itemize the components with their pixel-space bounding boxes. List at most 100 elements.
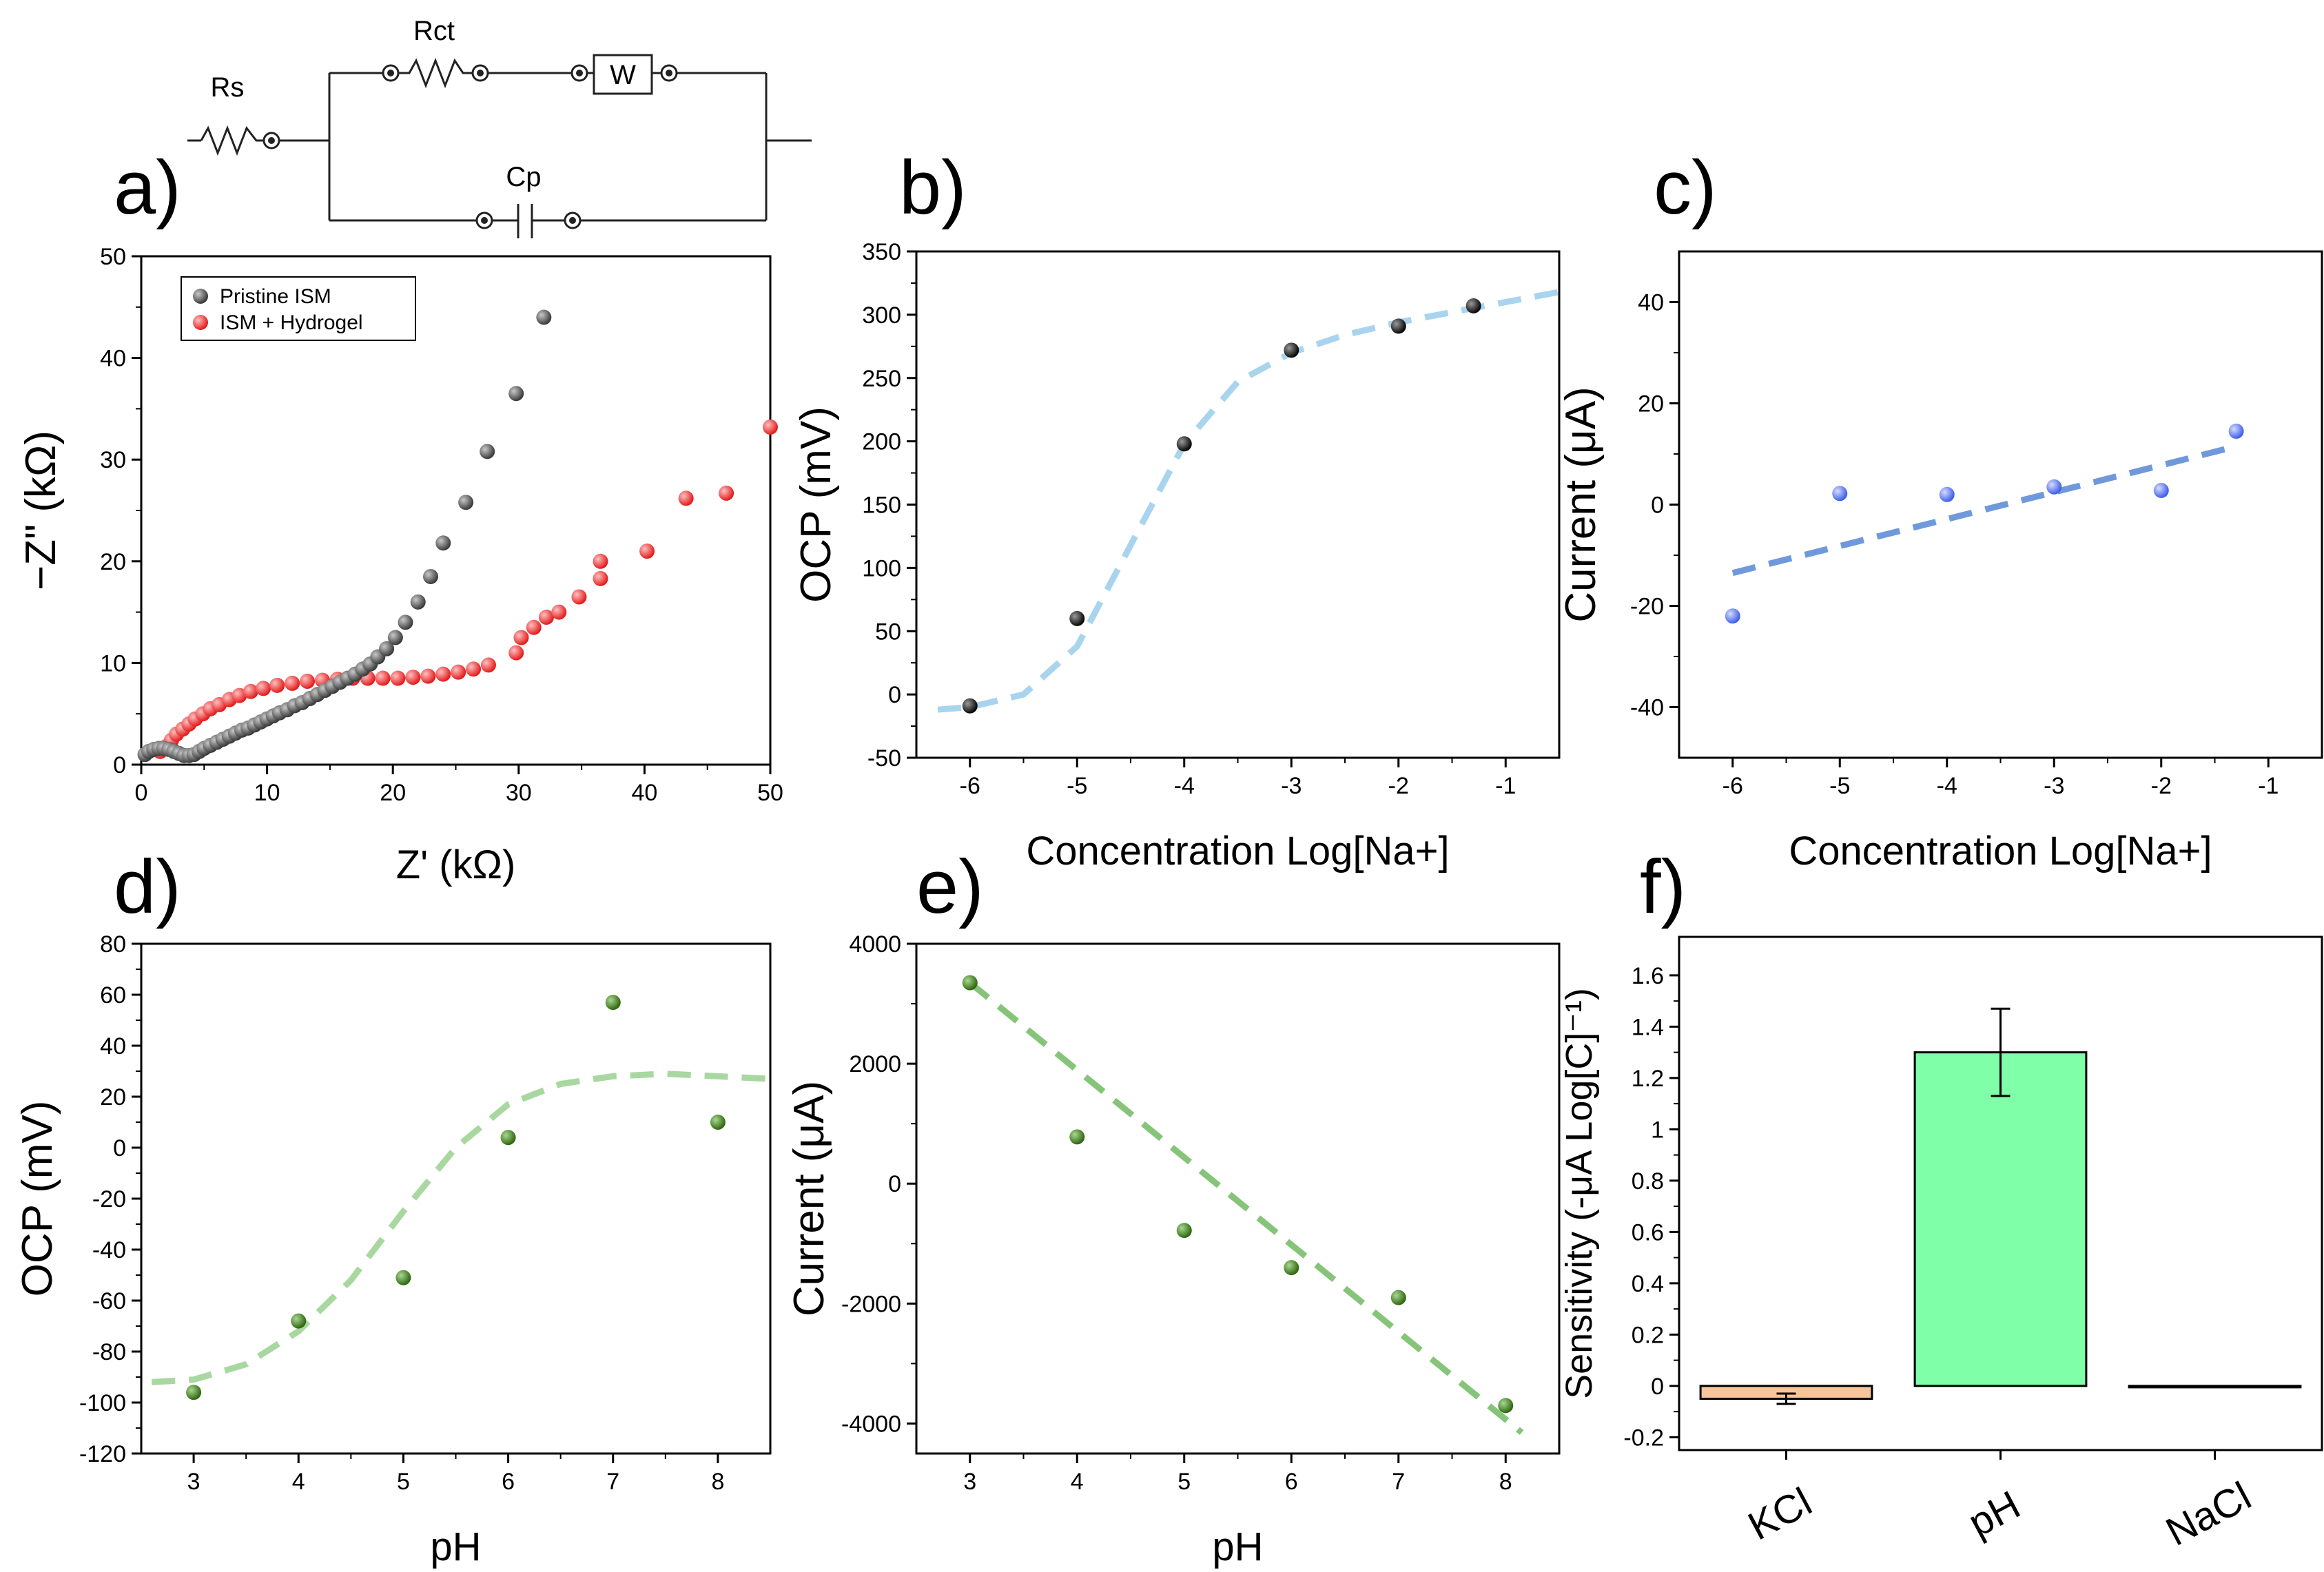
data-point-d (500, 1130, 516, 1146)
y-tick-label-e: 0 (888, 1171, 901, 1197)
terminal-rct-left-dot (387, 70, 394, 76)
data-point-a-hydrogel (269, 677, 285, 693)
y-axis-label-e: Current (μA) (785, 1081, 833, 1316)
y-tick-label-d: -20 (92, 1186, 126, 1212)
terminal-w-right-dot (666, 70, 672, 76)
y-axis-label-d: OCP (mV) (14, 1101, 61, 1297)
data-point-a-hydrogel (420, 668, 436, 684)
data-point-a-hydrogel (551, 604, 567, 620)
data-point-c (1939, 486, 1955, 502)
x-tick-label-a: 50 (757, 780, 783, 806)
data-point-d (710, 1115, 726, 1130)
y-tick-label-e: 4000 (849, 931, 901, 958)
plot-frame-b (915, 250, 1561, 759)
x-tick-label-e: 4 (1071, 1469, 1084, 1495)
y-axis-label-f: Sensitivity (-μA Log[C]⁻¹) (1559, 988, 1600, 1399)
y-tick-label-c: 40 (1638, 290, 1664, 316)
x-tick-label-d: 8 (711, 1469, 724, 1495)
data-point-a-pristine (458, 495, 474, 510)
y-tick-label-a: 50 (100, 244, 126, 270)
y-tick-label-c: 0 (1651, 493, 1664, 519)
x-tick-label-a: 40 (631, 780, 657, 806)
y-tick-label-f: 1.4 (1632, 1014, 1664, 1040)
data-point-e (1390, 1290, 1406, 1305)
category-label-ph: pH (1961, 1482, 2027, 1546)
x-tick-label-b: -4 (1174, 773, 1195, 799)
y-tick-label-a: 40 (100, 346, 126, 372)
y-axis-label-a: −Z" (kΩ) (17, 431, 65, 590)
legend-box-a (181, 276, 416, 341)
category-label-kcl: KCl (1741, 1479, 1819, 1549)
data-point-a-pristine (410, 594, 426, 610)
x-tick-label-d: 4 (292, 1469, 305, 1495)
y-tick-label-f: 0.2 (1632, 1322, 1664, 1348)
legend-marker-a (193, 289, 208, 304)
data-point-a-hydrogel (593, 553, 608, 569)
circuit-label-rs: Rs (211, 72, 245, 103)
data-point-b (1069, 610, 1085, 626)
panel-label-f: f) (1640, 845, 1686, 929)
data-point-a-hydrogel (435, 666, 451, 682)
chart-b-ocp-vs-na: -6 -5 -4 -3 -2 -1 -50 0 50 100 150 200 250 300 350 Conc… (792, 239, 1561, 873)
y-tick-label-d: 80 (100, 931, 126, 958)
circuit-label-rct: Rct (413, 16, 455, 46)
data-point-c (2046, 479, 2062, 495)
panel-label-c: c) (1654, 145, 1717, 230)
y-tick-label-f: 1.2 (1632, 1066, 1664, 1092)
y-tick-label-d: -100 (79, 1390, 126, 1416)
data-point-a-hydrogel (451, 664, 466, 680)
data-point-a-hydrogel (719, 485, 734, 501)
x-tick-label-c: -2 (2151, 773, 2172, 799)
data-point-a-hydrogel (375, 670, 391, 686)
equivalent-circuit (187, 54, 812, 238)
y-tick-label-d: -80 (92, 1339, 126, 1365)
y-tick-label-a: 30 (100, 447, 126, 473)
y-tick-label-f: 0.6 (1632, 1219, 1664, 1245)
data-point-a-pristine (536, 309, 552, 325)
x-tick-label-c: -4 (1937, 773, 1957, 799)
chart-c-current-vs-na: -6 -5 -4 -3 -2 -1 -40 -20 0 20 40 Concentration Log… (1557, 250, 2323, 873)
data-point-a-hydrogel (390, 670, 406, 686)
data-point-b (1390, 318, 1406, 334)
y-tick-label-f: 0.8 (1632, 1168, 1664, 1194)
y-axis-label-b: OCP (mV) (792, 406, 840, 603)
data-point-a-pristine (480, 444, 495, 459)
y-tick-label-d: 60 (100, 982, 126, 1009)
y-tick-label-b: 100 (862, 555, 901, 581)
y-tick-label-b: -50 (867, 745, 901, 772)
y-tick-label-a: 20 (100, 549, 126, 575)
x-tick-label-e: 3 (963, 1469, 976, 1495)
terminal-cp-right-dot (569, 217, 576, 224)
y-axis-label-c: Current (μA) (1557, 386, 1605, 622)
y-tick-label-e: 2000 (849, 1051, 901, 1077)
data-point-a-pristine (422, 568, 438, 584)
x-tick-label-a: 0 (135, 780, 148, 806)
y-tick-label-d: 40 (100, 1033, 126, 1059)
x-tick-label-a: 20 (380, 780, 406, 806)
panel-label-b: b) (899, 145, 967, 230)
data-point-a-hydrogel (639, 544, 655, 559)
fit-line-d (151, 1071, 771, 1385)
bar-ph (1913, 1051, 2088, 1387)
chart-a-nyquist: 0 10 20 30 40 50 0 10 20 30 40 50 Z' (kΩ) −Z" (kΩ) Pri… (17, 244, 783, 887)
x-tick-label-e: 7 (1392, 1469, 1405, 1495)
data-point-a-hydrogel (538, 609, 554, 625)
data-point-a-hydrogel (526, 619, 542, 635)
bar-nacl (2128, 1385, 2302, 1389)
data-point-d (186, 1385, 202, 1400)
legend-marker-a (193, 315, 208, 330)
data-point-a-hydrogel (513, 630, 529, 645)
x-axis-label-e: pH (1212, 1524, 1263, 1569)
data-point-a-hydrogel (405, 670, 421, 685)
y-tick-label-c: -20 (1630, 594, 1664, 620)
fit-line-e (967, 980, 1524, 1435)
data-point-d (291, 1313, 307, 1329)
data-point-a-pristine (387, 630, 403, 645)
x-tick-label-e: 6 (1285, 1469, 1298, 1495)
y-tick-label-d: -60 (92, 1288, 126, 1314)
y-tick-label-e: -2000 (841, 1291, 901, 1317)
data-point-a-pristine (398, 614, 413, 630)
x-axis-label-a: Z' (kΩ) (396, 842, 516, 887)
data-point-d (605, 995, 621, 1011)
